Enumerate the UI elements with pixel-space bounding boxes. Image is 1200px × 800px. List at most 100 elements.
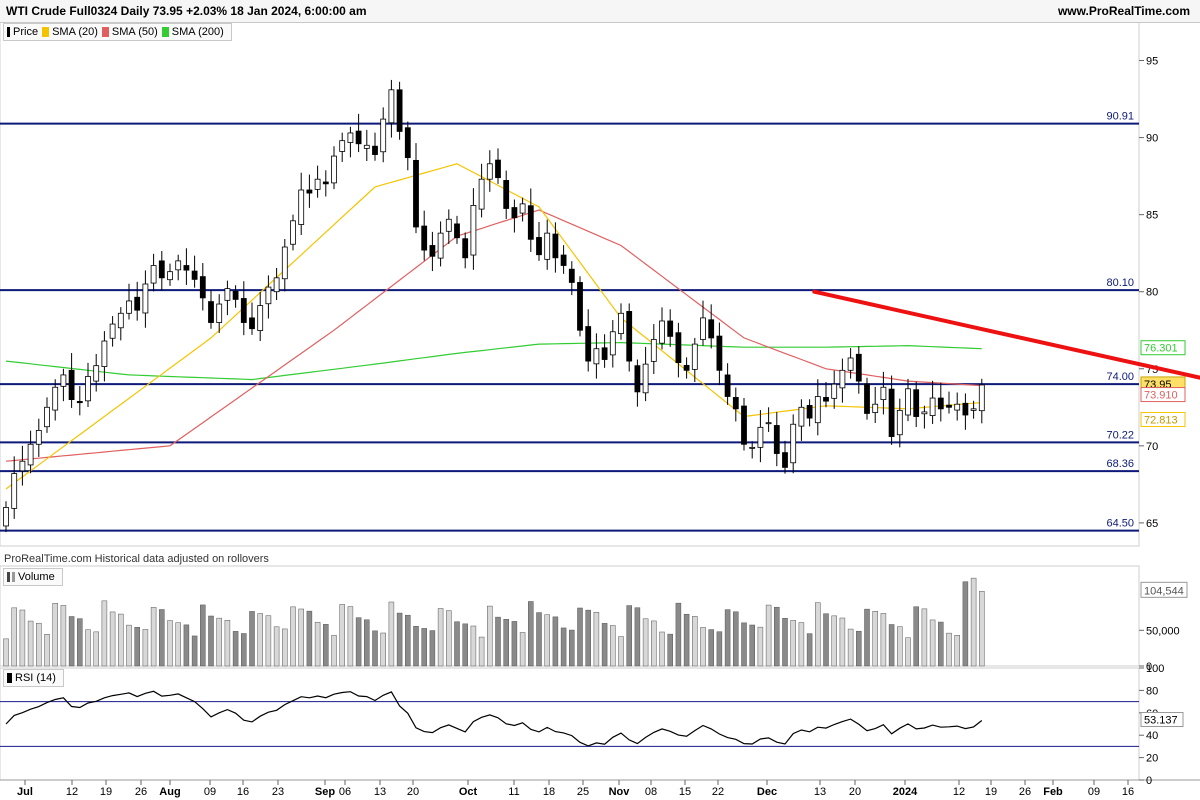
candle-body	[486, 163, 493, 180]
sma50-swatch	[101, 27, 109, 37]
candle-body	[749, 446, 756, 449]
candle-body	[298, 189, 305, 225]
volume-bar	[257, 613, 263, 667]
candle-body	[35, 430, 42, 445]
volume-legend[interactable]: Volume	[3, 568, 63, 586]
volume-bar	[970, 577, 977, 667]
candle-body	[117, 312, 124, 329]
volume-bar	[806, 633, 813, 667]
volume-bar	[585, 609, 591, 667]
candle-body	[839, 369, 846, 389]
volume-icon	[7, 572, 15, 582]
candle-body	[224, 288, 231, 301]
rsi-legend[interactable]: RSI (14)	[3, 669, 64, 687]
volume-bar	[134, 627, 140, 667]
candle-body	[3, 507, 9, 527]
candle-body	[700, 317, 706, 340]
volume-bar	[68, 616, 75, 667]
candle-body	[642, 363, 649, 394]
volume-bar	[60, 605, 67, 667]
candle-body	[806, 405, 813, 419]
panel-borders	[0, 21, 1200, 781]
volume-bar	[388, 601, 395, 667]
candle-body	[609, 331, 616, 356]
candle-body	[823, 397, 829, 402]
rsi-tick-label: 40	[1146, 730, 1158, 742]
volume-tick-label: 50,000	[1146, 625, 1180, 637]
volume-bar	[462, 623, 468, 667]
copyright-note: ProRealTime.com Historical data adjusted…	[4, 553, 269, 565]
x-tick-label: 06	[339, 786, 351, 798]
legend-volume-label: Volume	[18, 571, 55, 583]
x-tick-label: 13	[814, 786, 826, 798]
volume-bar	[642, 618, 649, 667]
x-tick-label: 25	[577, 786, 589, 798]
volume-bar	[118, 613, 124, 667]
volume-bar	[856, 630, 862, 667]
candle-body	[691, 343, 698, 370]
legend-price-label: Price	[13, 26, 39, 38]
volume-bar	[339, 604, 345, 667]
x-tick-label: 26	[135, 786, 147, 798]
volume-bar	[323, 624, 329, 667]
candle-body	[888, 388, 895, 437]
legend-sma200[interactable]: SMA (200)	[161, 26, 224, 38]
chart-title: WTI Crude Full0324 Daily 73.95 +2.03% 18…	[6, 4, 367, 18]
candle-body	[650, 339, 657, 362]
candle-body	[667, 320, 674, 337]
volume-bar	[733, 611, 739, 667]
candle-body	[68, 369, 75, 400]
legend-sma50[interactable]: SMA (50)	[101, 26, 158, 38]
candle-body	[593, 348, 600, 365]
volume-bar	[716, 631, 723, 667]
candle-body	[126, 300, 132, 314]
candle-body	[454, 223, 460, 239]
volume-y-axis: 0 50,000 104,544	[1139, 581, 1188, 673]
volume-bar	[487, 605, 493, 667]
legend-sma200-label: SMA (200)	[171, 26, 224, 38]
volume-bar	[478, 636, 485, 667]
candle-body	[601, 347, 608, 360]
trend-segment	[812, 289, 1200, 380]
candle-body	[503, 180, 510, 209]
rsi-tick-label: 80	[1146, 685, 1158, 697]
volume-bar	[470, 625, 477, 667]
volume-bar	[380, 632, 386, 667]
candle-body	[634, 365, 641, 393]
candle-body	[306, 189, 313, 194]
x-tick-label: 12	[953, 786, 965, 798]
volume-bar	[437, 608, 444, 667]
price-tick-label: 95	[1146, 56, 1158, 68]
volume-bar	[798, 622, 805, 667]
rsi-line	[5, 690, 983, 747]
volume-bar	[667, 633, 673, 667]
volume-bar	[142, 629, 149, 667]
x-tick-label: 23	[272, 786, 284, 798]
candle-body	[970, 408, 977, 411]
volume-bar	[544, 614, 550, 667]
price-tag-box	[1140, 340, 1186, 356]
volume-bar	[749, 624, 755, 667]
volume-bar	[183, 624, 190, 667]
site-name[interactable]: www.ProRealTime.com	[1057, 4, 1190, 18]
legend-sma20[interactable]: SMA (20)	[42, 26, 98, 38]
candle-body	[716, 335, 723, 371]
volume-bar	[52, 603, 58, 667]
price-legend[interactable]: Price SMA (20) SMA (50) SMA (200)	[3, 23, 232, 41]
x-tick-label: Oct	[459, 786, 478, 798]
volume-bar	[601, 623, 608, 667]
candle-body	[85, 376, 91, 402]
candle-body	[183, 265, 190, 271]
volume-bar	[913, 606, 919, 667]
volume-bar	[979, 591, 985, 667]
legend-price[interactable]: Price	[7, 26, 38, 38]
candle-body	[470, 204, 477, 256]
volume-bar	[790, 620, 796, 667]
candle-body	[314, 178, 321, 190]
volume-bar	[224, 620, 231, 667]
candle-body	[577, 282, 583, 331]
volume-bar	[683, 613, 690, 667]
volume-bar	[560, 627, 567, 667]
sma-50-path	[5, 209, 982, 462]
